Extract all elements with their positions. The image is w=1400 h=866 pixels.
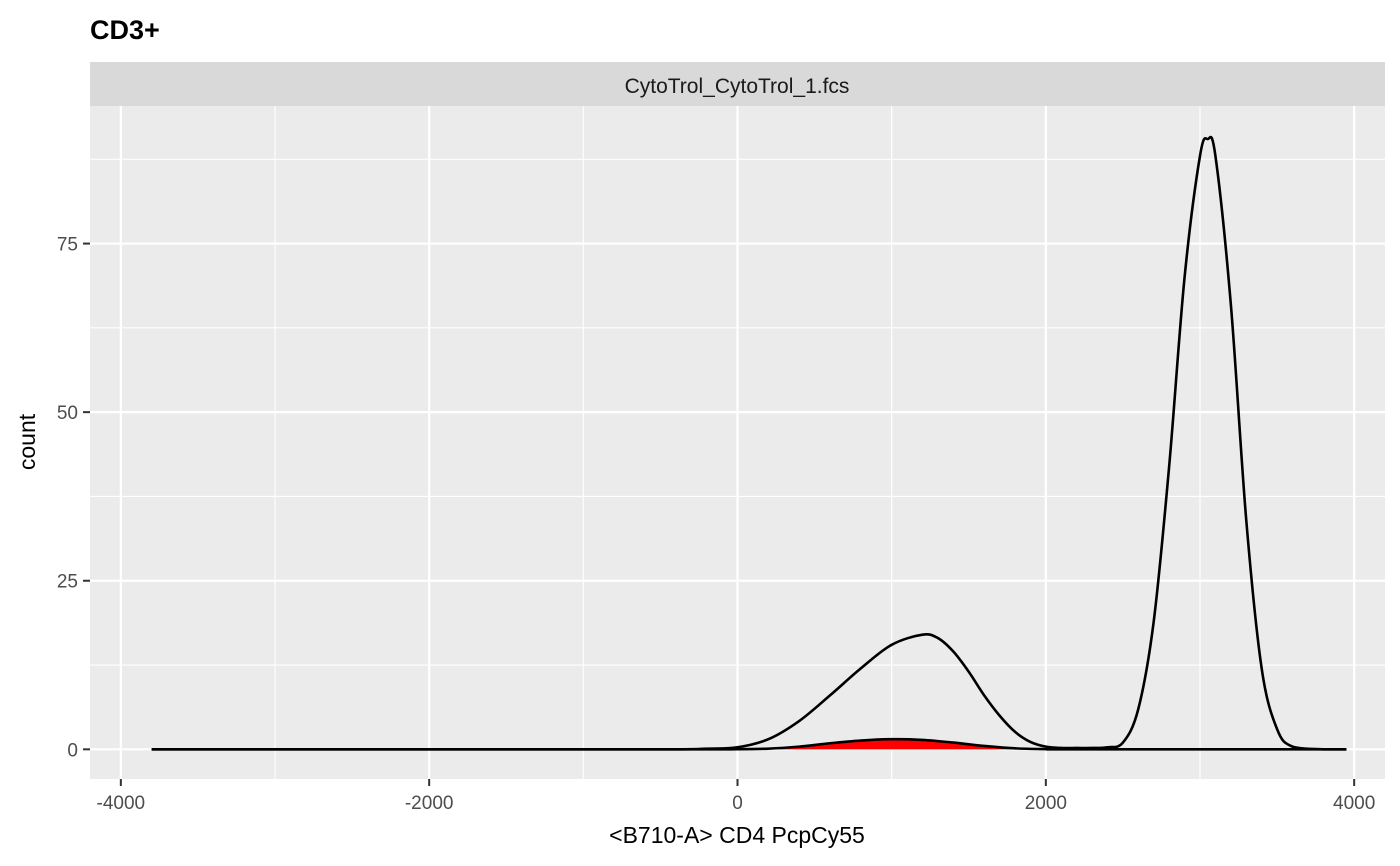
x-tick-label: -4000 [97,793,146,814]
y-tick-label: 75 [57,235,78,256]
y-tick-label: 50 [57,403,78,424]
y-tick-label: 0 [67,740,78,761]
major-gridlines [90,106,1385,779]
x-axis: -4000 -2000 0 2000 4000 [97,779,1375,814]
facet-strip [90,62,1385,106]
x-tick-label: 0 [732,793,743,814]
y-tick-label: 25 [57,572,78,593]
x-tick-label: -2000 [405,793,454,814]
y-axis-title: count [14,413,40,470]
gated-density-outline [151,737,1347,751]
x-tick-label: 2000 [1025,793,1067,814]
facet-strip-label: CytoTrol_CytoTrol_1.fcs [625,75,850,98]
x-tick-label: 4000 [1333,793,1375,814]
chart-title: CD3+ [90,15,160,45]
density-series [151,135,1347,751]
y-axis: 0 25 50 75 [57,235,90,761]
x-axis-title: <B710-A> CD4 PcpCy55 [609,822,865,848]
